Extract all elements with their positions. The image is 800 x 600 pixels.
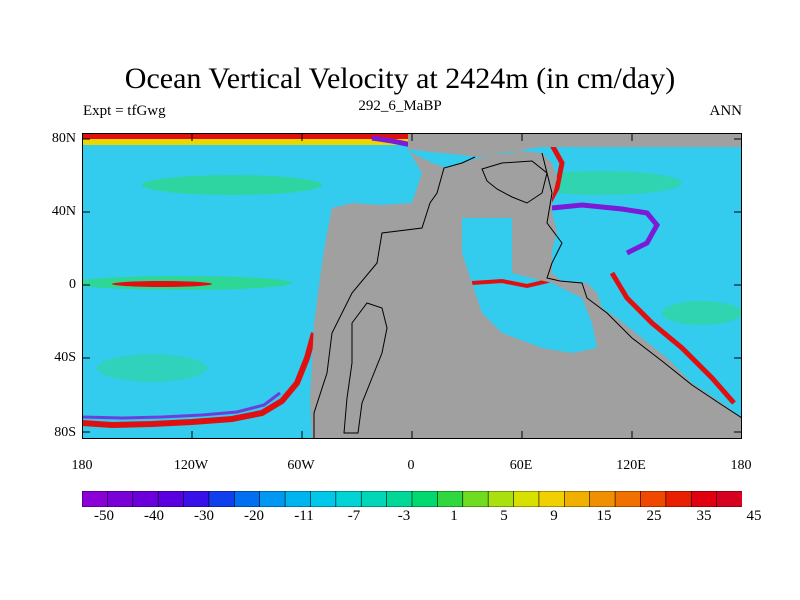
colorbar-swatch (589, 491, 616, 507)
colorbar-swatch (310, 491, 337, 507)
lat-tick-0: 0 (69, 277, 76, 292)
season-label: ANN (709, 103, 743, 119)
colorbar-label: -7 (347, 508, 361, 524)
north-green-band (142, 175, 322, 195)
pacific-green-patch (522, 171, 682, 195)
colorbar-swatch (284, 491, 312, 507)
colorbar-label: -40 (144, 508, 164, 524)
south-pacific-green-patch (97, 354, 207, 382)
colorbar-swatch (82, 491, 109, 507)
colorbar-swatch (437, 491, 464, 507)
colorbar-swatch (132, 491, 159, 507)
pacific-shelf-red-band (609, 271, 736, 405)
colorbar-swatch (157, 491, 185, 507)
colorbar-label: 5 (500, 508, 508, 524)
colorbar-swatch (513, 491, 540, 507)
colorbar-swatch (386, 491, 413, 507)
east-green-patch (662, 301, 742, 325)
equatorial-red-band (112, 281, 212, 287)
lon-tick-60e: 60E (509, 458, 533, 473)
colorbar-label: 15 (596, 508, 612, 524)
lat-tick-40n: 40N (51, 204, 76, 219)
lon-tick-180w: 180 (71, 458, 93, 473)
colorbar-swatch (411, 491, 439, 507)
colorbar-label: -50 (94, 508, 114, 524)
colorbar-label: 1 (450, 508, 458, 524)
lat-tick-80n: 80N (51, 131, 76, 146)
colorbar-swatch (208, 491, 236, 507)
colorbar-swatch (259, 491, 286, 507)
southern-red-band (82, 332, 317, 429)
lon-tick-60w: 60W (287, 458, 315, 473)
colorbar (82, 491, 742, 507)
colorbar-swatch (538, 491, 566, 507)
southern-purple-band (82, 391, 281, 420)
page-title: Ocean Vertical Velocity at 2424m (in cm/… (124, 62, 676, 95)
lon-tick-0: 0 (407, 458, 415, 473)
colorbar-label: 45 (746, 508, 762, 524)
colorbar-swatch (234, 491, 261, 507)
subtitle: 292_6_MaBP (358, 98, 442, 114)
axis-ticks (82, 133, 742, 439)
coastlines (313, 152, 742, 439)
map-plot (82, 133, 742, 439)
colorbar-swatch (107, 491, 134, 507)
lon-tick-180e: 180 (730, 458, 752, 473)
colorbar-label: 9 (550, 508, 558, 524)
colorbar-swatch (462, 491, 489, 507)
east-coast-purple-band (551, 202, 661, 256)
continent-outline-south (343, 302, 388, 434)
arctic-coast-red-band (546, 143, 565, 205)
colorbar-swatch (716, 491, 742, 507)
colorbar-label: 35 (696, 508, 712, 524)
colorbar-swatch (360, 491, 388, 507)
experiment-label: Expt = tfGwg (83, 103, 166, 119)
colorbar-label: -20 (244, 508, 264, 524)
colorbar-swatch (564, 491, 591, 507)
lat-tick-40s: 40S (54, 350, 76, 365)
lon-tick-120w: 120W (173, 458, 209, 473)
continent-outline-north (481, 160, 548, 204)
colorbar-swatch (665, 491, 693, 507)
lon-tick-120e: 120E (616, 458, 646, 473)
colorbar-swatch (640, 491, 667, 507)
colorbar-swatch (335, 491, 363, 507)
colorbar-swatch (183, 491, 210, 507)
tethys-red-band (471, 278, 553, 289)
colorbar-swatch (690, 491, 718, 507)
colorbar-label: 25 (646, 508, 662, 524)
colorbar-label: -11 (294, 508, 314, 524)
colorbar-swatch (487, 491, 515, 507)
colorbar-label: -3 (397, 508, 411, 524)
colorbar-label: -30 (194, 508, 214, 524)
colorbar-swatch (614, 491, 642, 507)
land-mass (310, 133, 742, 439)
lat-tick-80s: 80S (54, 425, 76, 440)
